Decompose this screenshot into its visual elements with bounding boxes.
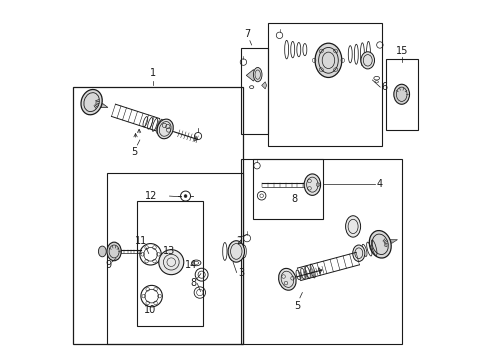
Text: 1: 1 (150, 68, 156, 78)
Text: 15: 15 (395, 46, 407, 57)
Ellipse shape (98, 246, 106, 257)
Text: 6: 6 (381, 82, 387, 92)
Ellipse shape (157, 119, 173, 139)
Text: 8: 8 (291, 194, 297, 204)
Text: 3: 3 (238, 267, 244, 278)
Text: 12: 12 (145, 191, 158, 201)
Ellipse shape (278, 269, 296, 290)
Polygon shape (246, 69, 257, 81)
Bar (267, 23, 381, 146)
Ellipse shape (345, 216, 360, 237)
Text: 7: 7 (244, 28, 250, 39)
Ellipse shape (227, 241, 244, 262)
Text: 11: 11 (135, 236, 147, 246)
Polygon shape (261, 82, 266, 89)
Bar (385, 59, 417, 130)
Bar (241, 158, 401, 344)
Circle shape (184, 195, 186, 198)
Text: 4: 4 (375, 179, 382, 189)
Text: 9: 9 (105, 260, 111, 270)
Text: 5: 5 (294, 301, 300, 311)
Polygon shape (318, 268, 321, 274)
Bar (137, 202, 203, 327)
Polygon shape (389, 239, 397, 243)
Circle shape (159, 249, 183, 275)
Ellipse shape (360, 52, 374, 69)
Ellipse shape (368, 230, 390, 258)
Bar (253, 158, 323, 219)
Ellipse shape (304, 174, 320, 195)
Text: 10: 10 (143, 305, 156, 315)
Ellipse shape (81, 90, 102, 115)
Bar (107, 173, 242, 344)
Text: 14: 14 (184, 260, 197, 270)
Bar (241, 48, 267, 134)
Ellipse shape (253, 67, 262, 82)
Bar (73, 87, 242, 344)
Polygon shape (101, 103, 108, 108)
Text: 2: 2 (236, 236, 243, 246)
Ellipse shape (107, 242, 121, 261)
Text: 5: 5 (131, 148, 137, 157)
Text: 8: 8 (190, 278, 196, 288)
Ellipse shape (352, 245, 364, 261)
Text: 13: 13 (163, 247, 175, 256)
Ellipse shape (393, 84, 408, 104)
Polygon shape (194, 136, 197, 141)
Ellipse shape (314, 43, 341, 77)
